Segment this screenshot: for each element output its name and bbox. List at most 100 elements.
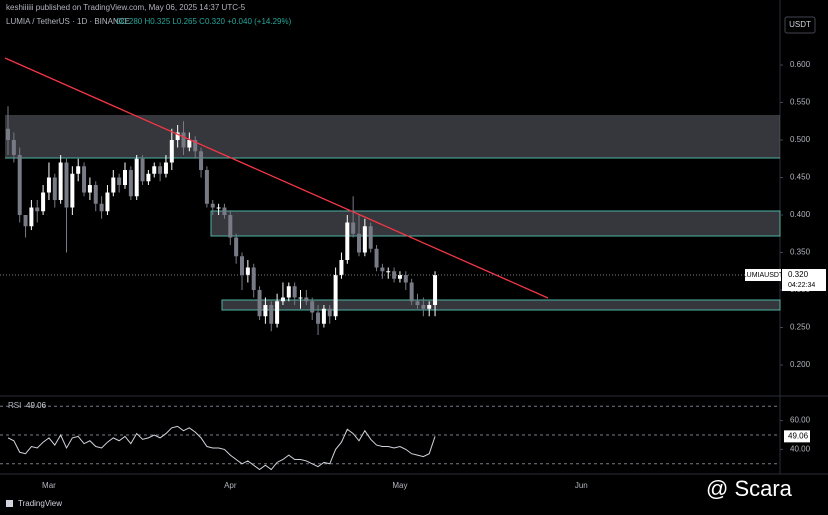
candle-body	[6, 128, 10, 141]
candle-body	[333, 275, 338, 317]
candle-body	[128, 170, 133, 197]
candle-body	[105, 192, 110, 212]
published-note: keshiiiiii published on TradingView.com,…	[6, 3, 246, 12]
candle-body	[222, 207, 227, 216]
candle-body	[257, 290, 262, 317]
candle-body	[93, 185, 98, 204]
candle-body	[263, 305, 268, 317]
candle-body	[158, 166, 163, 174]
candle-body	[163, 162, 168, 174]
rsi-line	[7, 425, 436, 471]
candle-body	[362, 226, 367, 253]
candle-body	[193, 140, 198, 152]
countdown: 04:22:34	[788, 282, 815, 289]
pane-value: 49.06	[26, 401, 47, 410]
candle-body	[403, 275, 408, 283]
y-tick-label: 0.400	[790, 210, 811, 219]
symbol-tag: LUMIAUSDT	[743, 272, 784, 279]
candle-body	[17, 155, 22, 216]
candle-body	[41, 192, 46, 212]
candle-body	[316, 312, 321, 324]
watermark: @ Scara	[706, 476, 793, 501]
candle-body	[210, 203, 215, 208]
symbol-tag-box	[745, 269, 781, 282]
candle-body	[87, 185, 92, 193]
overlay: LUMIAUSDT 0.320 04:22:34 RSI 49.06 49.06	[0, 269, 826, 443]
candle-body	[304, 297, 309, 302]
candle-body	[199, 151, 204, 171]
candle-body	[187, 140, 192, 148]
candle-body	[433, 275, 438, 306]
candle-body	[386, 271, 391, 273]
price-tag: 0.320	[788, 270, 809, 279]
currency-box	[784, 16, 816, 34]
candle-body	[269, 305, 274, 324]
candle-body	[415, 301, 420, 306]
candle-body	[117, 177, 122, 186]
candle-body	[46, 177, 51, 193]
x-tick-label: May	[392, 481, 407, 490]
candle-body	[298, 297, 303, 299]
symbol: LUMIA / TetherUS · 1D · BINANCE	[6, 17, 130, 26]
candle-body	[52, 177, 57, 201]
candle-body	[392, 271, 397, 279]
candle-body	[327, 308, 332, 317]
y-tick-label: 0.600	[790, 60, 811, 69]
y-tick-label: 0.350	[790, 248, 811, 257]
candle-body	[23, 215, 28, 227]
candle-body	[146, 173, 151, 182]
candle-body	[421, 305, 426, 309]
value-tag-box	[784, 430, 810, 443]
candle-body	[64, 162, 69, 208]
candle-body	[140, 158, 145, 182]
candle-body	[368, 226, 373, 249]
candle-body	[228, 215, 233, 238]
candle-body	[111, 177, 116, 193]
candle-body	[339, 260, 344, 276]
candle-body	[251, 267, 256, 291]
candle-body	[123, 170, 127, 186]
candle-body	[321, 308, 326, 324]
plot: 0.2000.2500.3000.3500.4000.4500.5000.550…	[0, 60, 811, 490]
candle-body	[99, 203, 104, 212]
candle-body	[234, 237, 239, 257]
candle-body	[409, 282, 414, 302]
candle-body	[310, 301, 315, 313]
y-tick-label: 40.00	[790, 445, 811, 454]
candle-body	[35, 207, 40, 212]
y-tick-label: 0.250	[790, 323, 811, 332]
x-tick-label: Jun	[575, 481, 588, 490]
candle-body	[169, 140, 174, 163]
candle-body	[70, 173, 75, 208]
candle-body	[345, 222, 350, 261]
candle-body	[286, 286, 291, 298]
y-tick-label: 0.500	[790, 135, 811, 144]
candle-body	[11, 140, 16, 156]
candle-body	[76, 166, 81, 174]
candle-body	[134, 158, 139, 197]
candle-body	[427, 305, 432, 309]
zone	[221, 299, 781, 311]
x-tick-label: Mar	[42, 481, 56, 490]
zone	[5, 115, 780, 158]
candle-body	[204, 170, 209, 204]
candle-body	[240, 256, 244, 276]
brand: TradingView	[18, 499, 62, 508]
y-tick-label: 0.450	[790, 173, 811, 182]
candle-body	[181, 132, 186, 148]
candle-body	[357, 233, 361, 253]
y-tick-label: 0.550	[790, 98, 811, 107]
candle-body	[380, 267, 385, 272]
currency: USDT	[789, 20, 811, 29]
candle-body	[29, 207, 34, 227]
value-tag: 49.06	[788, 431, 809, 440]
candle-body	[245, 267, 250, 276]
candle-body	[275, 301, 280, 324]
candle-body	[397, 275, 402, 279]
candle-body	[216, 207, 221, 209]
candle-body	[58, 162, 63, 201]
x-tick-label: Apr	[224, 481, 237, 490]
y-tick-label: 60.00	[790, 416, 811, 425]
candle-body	[152, 166, 157, 174]
